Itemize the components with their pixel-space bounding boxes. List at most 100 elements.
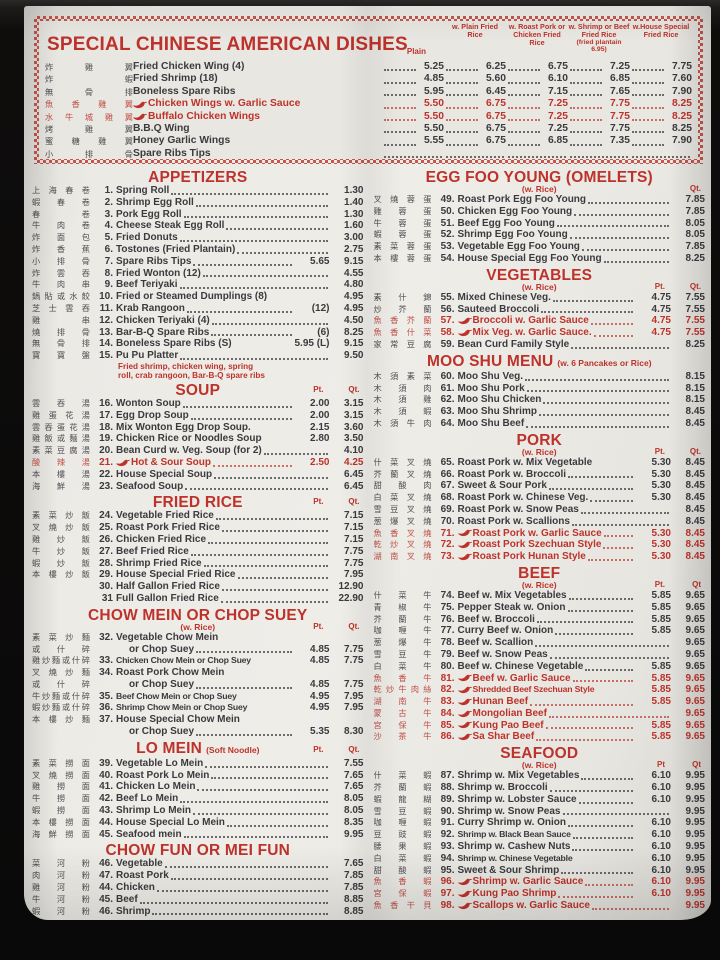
section-header: FRIED RICE Pt. Qt. — [32, 495, 364, 511]
item-number: 78. — [440, 637, 455, 649]
item-chinese: 木 須 雞 — [373, 394, 432, 405]
menu-item-row: 寶 寶 盤 15. Pu Pu Platter 9.50 — [32, 350, 364, 362]
item-price-quart: 8.05 — [685, 217, 705, 229]
pepper-icon — [457, 902, 472, 909]
menu-item-row: 白 菜 蝦 94. Shrimp w. Chinese Vegetable 6.10 9… — [374, 853, 706, 865]
menu-item-row: 牛 撈 面 42. Beef Lo Mein 8.05 — [32, 793, 364, 805]
dot-leader — [588, 196, 669, 204]
item-price-pint: 6.10 — [651, 841, 671, 853]
dot-leader — [211, 317, 328, 325]
item-number: 54. — [440, 252, 455, 264]
item-price-quart: 8.15 — [685, 394, 705, 406]
item-price-pint: 5.85 — [651, 731, 671, 743]
item-price: 7.90 — [671, 85, 692, 97]
dot-leader — [549, 784, 633, 792]
menu-item-row: 湖 南 叉 燒 73. Roast Pork Hunan Style 5.30 8.45 — [374, 551, 706, 563]
pint-column-label: Pt. — [313, 384, 324, 394]
dot-leader — [384, 138, 416, 146]
item-chinese: 海 鮮 撈 面 — [32, 828, 90, 839]
item-price-pint: 5.95 (L) — [294, 338, 330, 350]
item-number: 44. — [99, 816, 113, 828]
item-price-quart: 1.30 — [344, 208, 364, 220]
item-name: Beef — [116, 893, 138, 905]
item-chinese: 牛 炒 飯 — [32, 545, 90, 556]
dot-leader — [570, 125, 602, 134]
item-price-pint: 6.10 — [651, 864, 671, 876]
menu-section: APPETIZERS 上 海 春 卷 1. Spring Roll 1.30 蝦 春 卷 2… — [32, 170, 364, 380]
item-number: 56. — [440, 303, 455, 315]
item-name: Roast Pork Szechuan Style — [472, 539, 602, 551]
item-price-pint: 4.95 — [310, 690, 330, 702]
item-number: 9. — [104, 279, 113, 291]
dot-leader — [587, 553, 633, 561]
item-number: 97. — [440, 888, 455, 900]
item-price-pint: 6.10 — [651, 770, 671, 782]
item-name: Pork Egg Roll — [116, 208, 182, 220]
dot-leader — [446, 63, 478, 72]
item-name: Krab Rangoon — [116, 302, 185, 314]
price-cell: 7.65 — [568, 86, 630, 98]
dot-leader — [508, 113, 540, 122]
dot-leader — [555, 627, 633, 636]
dot-leader — [179, 281, 328, 290]
item-chinese: 木 須 肉 — [373, 382, 432, 393]
menu-item-row: 腰 果 蝦 93. Shrimp w. Cashew Nuts 6.10 9.95 — [374, 841, 706, 853]
item-name: Bean Curd Family Style — [457, 338, 570, 350]
item-number: 76. — [440, 613, 455, 625]
item-price: 6.10 — [547, 73, 568, 85]
item-chinese: 芝 士 雲 吞 — [32, 302, 90, 313]
pepper-icon — [457, 890, 472, 898]
menu-item-row: 木 須 素 菜 60. Moo Shu Veg. 8.15 — [374, 371, 706, 383]
item-price-quart: 2.75 — [344, 243, 364, 255]
menu-item-row: 葱 爆 叉 燒 70. Roast Pork w. Scallions 8.45 — [374, 516, 706, 528]
item-name: Spare Ribs Tips — [116, 255, 192, 267]
menu-item-row: 本 樓 炒 麵 37. House Special Chow Mein — [32, 714, 364, 726]
item-price-quart: 3.50 — [344, 433, 364, 445]
menu-item-row: 牛 肉 串 9. Beef Teriyaki 4.80 — [32, 279, 364, 291]
item-chinese: 雪 豆 叉 燒 — [373, 503, 432, 514]
item-name: Vegetable Lo Mein — [116, 757, 204, 769]
dot-leader — [561, 866, 633, 875]
menu-section: PORK (w. Rice) Pt. Qt. 什 菜 叉 燒 65. Roast Pork … — [374, 433, 706, 563]
menu-item-row: 雪 豆 牛 79. Beef w. Snow Peas 9.65 — [374, 649, 706, 661]
item-price-quart: 8.25 — [685, 338, 705, 350]
pepper-icon — [457, 675, 472, 682]
menu-item-row: 芥 蘭 牛 76. Beef w. Broccoli 5.85 9.65 — [374, 614, 706, 626]
menu-item-row: 雪 豆 蝦 90. Shrimp w. Snow Peas 9.95 — [374, 806, 706, 818]
dot-leader — [508, 125, 540, 134]
dot-leader — [570, 113, 602, 122]
item-description: roll, crab rangoon, Bar-B-Q spare ribs — [118, 370, 265, 380]
dot-leader — [526, 384, 669, 393]
special-item-row: 小 排 骨 Spare Ribs Tips — [45, 148, 692, 160]
menu-item-row: 春 卷 3. Pork Egg Roll 1.30 — [32, 209, 364, 221]
price-cell: 6.75 — [444, 98, 506, 110]
item-name: Fried Wonton (12) — [116, 267, 201, 279]
item-number: 41. — [99, 781, 113, 793]
item-price-quart: 9.65 — [685, 672, 705, 684]
item-name: Fried Chicken Wing (4) — [133, 61, 245, 72]
dot-leader — [190, 548, 328, 556]
price-cell — [382, 150, 444, 160]
pepper-icon — [457, 329, 472, 337]
special-item-row: 魚 香 雞 翼 Chicken Wings w. Garlic Sauce 5.50… — [45, 98, 692, 110]
item-price-quart: 7.15 — [344, 533, 364, 545]
dot-leader — [205, 760, 328, 768]
item-price: 7.25 — [547, 110, 568, 122]
item-chinese: 白 菜 叉 燒 — [373, 492, 432, 503]
item-price-quart: 9.65 — [685, 684, 705, 696]
item-number: 68. — [440, 492, 455, 504]
menu-section: SOUP Pt. Qt. 雲 吞 湯 16. Wonton Soup 2.00 3.15 雞 蛋… — [32, 383, 364, 492]
item-chinese: 素 菜 豆 腐 湯 — [32, 445, 90, 456]
item-name: Spring Roll — [116, 185, 170, 196]
special-col-header: w. Plain Fried Rice — [451, 22, 499, 39]
menu-item-row: 木 須 肉 61. Moo Shu Pork 8.15 — [374, 383, 706, 395]
item-number: 57. — [440, 315, 455, 327]
price-cell: 5.60 — [444, 73, 506, 85]
menu-item-row: 雲 吞 湯 16. Wonton Soup 2.00 3.15 — [32, 398, 364, 410]
item-chinese: 雞 蛋 花 湯 — [32, 409, 90, 420]
item-price-quart: 9.65 — [685, 696, 705, 708]
dot-leader — [541, 305, 633, 314]
item-name: Kung Pao Shrimp — [472, 888, 557, 900]
dot-leader — [446, 101, 478, 109]
item-price-pint: 6.10 — [651, 888, 671, 900]
